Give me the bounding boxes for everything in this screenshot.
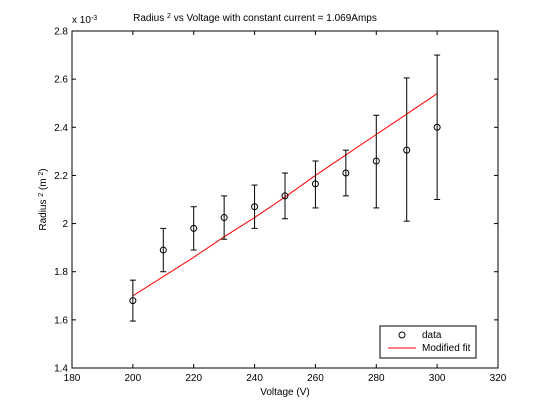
x-tick-label: 300: [429, 373, 446, 384]
data-point: [281, 192, 289, 200]
chart-title: Radius 2 vs Voltage with constant curren…: [133, 13, 377, 25]
data-point: [311, 180, 319, 188]
data-point: [403, 146, 411, 154]
ylabel-sup1: 2: [38, 193, 45, 197]
legend: data Modified fit: [379, 325, 477, 359]
data-point: [159, 246, 167, 254]
y-tick-label: 1.6: [54, 315, 68, 326]
x-tick-label: 320: [490, 373, 507, 384]
data-point: [342, 169, 350, 177]
data-series: [129, 54, 441, 322]
data-point: [220, 214, 228, 222]
title-pre: Radius: [133, 13, 167, 24]
x-axis-label: Voltage (V): [260, 387, 309, 398]
y-tick-label: 2.2: [54, 171, 68, 182]
legend-label-fit: Modified fit: [422, 343, 471, 354]
x-tick-label: 180: [64, 373, 81, 384]
axis-ticks: [71, 30, 499, 369]
y-tick-label: 2.6: [54, 75, 68, 86]
data-point: [433, 123, 441, 131]
y-tick-label: 1.8: [54, 267, 68, 278]
y-tick-label: 2.4: [54, 123, 68, 134]
y-tick-labels: 1.4 1.6 1.8 2 2.2 2.4 2.6 2.8: [54, 27, 68, 375]
data-point: [372, 157, 380, 165]
legend-data-marker: [398, 331, 406, 339]
multiplier-pre: x 10: [72, 15, 91, 26]
y-tick-label: 2.8: [54, 27, 68, 38]
y-axis-label: Radius 2 (m 2): [38, 168, 50, 230]
x-tick-label: 260: [307, 373, 324, 384]
x-tick-label: 220: [185, 373, 202, 384]
legend-box: [379, 325, 477, 359]
y-tick-label: 2: [62, 219, 68, 230]
y-multiplier-label: x 10-3: [72, 15, 97, 27]
title-sup: 2: [167, 13, 171, 20]
data-point: [190, 224, 198, 232]
legend-label-data: data: [422, 330, 442, 341]
x-tick-label: 200: [125, 373, 142, 384]
data-point: [251, 203, 259, 211]
x-tick-labels: 180 200 220 240 260 280 300 320: [64, 373, 507, 384]
multiplier-sup: -3: [91, 15, 97, 22]
ylabel-mid: (m: [38, 176, 49, 193]
title-post: vs Voltage with constant current = 1.069…: [171, 13, 377, 24]
y-tick-label: 1.4: [54, 364, 68, 375]
data-point: [129, 297, 137, 305]
x-tick-label: 240: [246, 373, 263, 384]
ylabel-post: ): [38, 168, 49, 171]
ylabel-pre: Radius: [38, 197, 49, 231]
ylabel-sup2: 2: [38, 172, 45, 176]
x-tick-label: 280: [368, 373, 385, 384]
